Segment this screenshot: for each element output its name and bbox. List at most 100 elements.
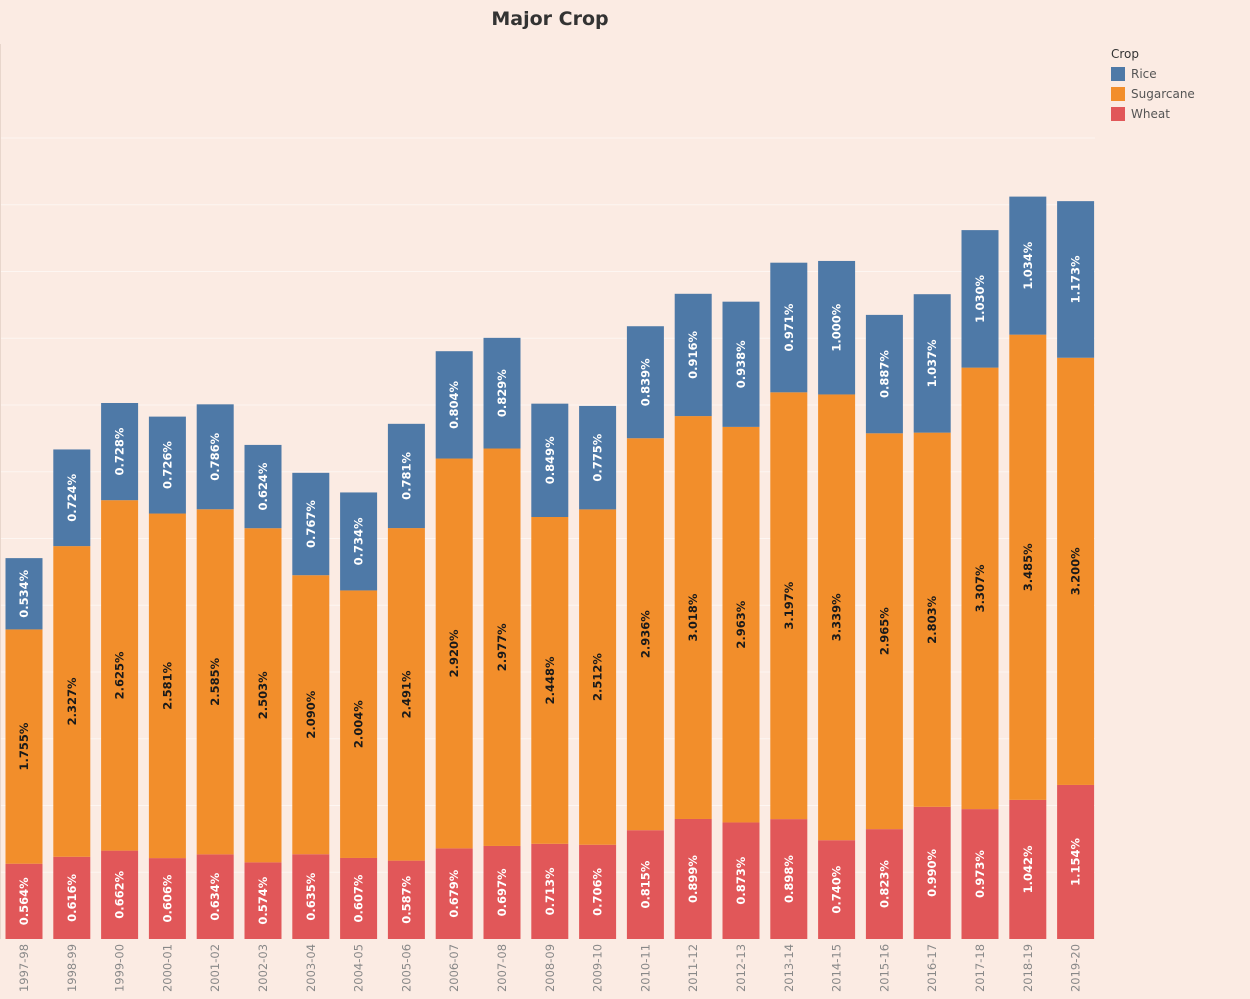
data-label-sugarcane-2013-14: 3.197% <box>782 581 796 629</box>
data-label-wheat-1998-99: 0.616% <box>65 873 79 921</box>
bar-wheat-2015-16[interactable] <box>865 829 903 939</box>
data-label-wheat-2011-12: 0.899% <box>686 855 700 903</box>
bar-wheat-2013-14[interactable] <box>770 819 808 939</box>
bar-rice-2013-14[interactable] <box>770 262 808 393</box>
x-tick-label-2016-17: 2016-17 <box>925 944 939 992</box>
data-label-wheat-1997-98: 0.564% <box>17 877 31 925</box>
bar-rice-2000-01[interactable] <box>148 416 186 514</box>
bar-rice-1997-98[interactable] <box>5 558 43 630</box>
x-tick-label-2002-03: 2002-03 <box>256 944 270 992</box>
bar-wheat-2007-08[interactable] <box>483 845 521 939</box>
bar-wheat-2006-07[interactable] <box>435 848 473 939</box>
bar-rice-1999-00[interactable] <box>101 402 139 501</box>
x-tick-label-2013-14: 2013-14 <box>782 944 796 992</box>
x-tick-label-1999-00: 1999-00 <box>113 944 127 992</box>
bar-rice-2016-17[interactable] <box>913 294 951 433</box>
bar-sugarcane-2001-02[interactable] <box>196 509 234 855</box>
bar-wheat-2001-02[interactable] <box>196 854 234 939</box>
bar-sugarcane-2011-12[interactable] <box>674 416 712 819</box>
x-tick-label-1998-99: 1998-99 <box>65 944 79 992</box>
data-label-sugarcane-2001-02: 2.585% <box>208 657 222 705</box>
legend-title: Crop <box>1111 47 1140 61</box>
bar-rice-2008-09[interactable] <box>531 403 569 518</box>
bar-rice-2003-04[interactable] <box>292 472 330 576</box>
bar-sugarcane-2013-14[interactable] <box>770 392 808 820</box>
legend-swatch-sugarcane <box>1111 87 1125 101</box>
bar-rice-2002-03[interactable] <box>244 444 282 529</box>
bar-sugarcane-2015-16[interactable] <box>865 433 903 830</box>
data-label-sugarcane-2018-19: 3.485% <box>1021 543 1035 591</box>
bar-sugarcane-2002-03[interactable] <box>244 528 282 863</box>
data-label-wheat-2003-04: 0.635% <box>304 872 318 920</box>
bar-rice-2006-07[interactable] <box>435 351 473 459</box>
bar-wheat-2008-09[interactable] <box>531 843 569 939</box>
data-label-sugarcane-2012-13: 2.963% <box>734 600 748 648</box>
data-label-rice-2015-16: 0.887% <box>877 350 891 398</box>
bar-rice-2014-15[interactable] <box>818 260 856 395</box>
data-label-sugarcane-2015-16: 2.965% <box>877 607 891 655</box>
bar-wheat-2018-19[interactable] <box>1009 799 1047 939</box>
bar-rice-2005-06[interactable] <box>387 423 425 529</box>
bar-wheat-2003-04[interactable] <box>292 854 330 939</box>
bar-rice-1998-99[interactable] <box>53 449 91 547</box>
bar-sugarcane-2014-15[interactable] <box>818 394 856 841</box>
bar-rice-2009-10[interactable] <box>579 405 617 510</box>
bar-rice-2004-05[interactable] <box>340 492 378 591</box>
bar-wheat-2005-06[interactable] <box>387 860 425 939</box>
bar-rice-2015-16[interactable] <box>865 314 903 434</box>
bar-wheat-2016-17[interactable] <box>913 806 951 939</box>
bar-sugarcane-1998-99[interactable] <box>53 546 91 857</box>
x-tick-label-2003-04: 2003-04 <box>304 944 318 992</box>
bar-sugarcane-1999-00[interactable] <box>101 500 139 851</box>
bar-rice-2011-12[interactable] <box>674 293 712 417</box>
bar-rice-2012-13[interactable] <box>722 301 760 427</box>
bar-sugarcane-2007-08[interactable] <box>483 448 521 846</box>
bar-sugarcane-2017-18[interactable] <box>961 367 999 810</box>
bar-wheat-2011-12[interactable] <box>674 818 712 939</box>
bar-rice-2017-18[interactable] <box>961 230 999 368</box>
data-label-wheat-2012-13: 0.873% <box>734 856 748 904</box>
bar-sugarcane-2019-20[interactable] <box>1057 357 1095 785</box>
bar-rice-2001-02[interactable] <box>196 404 234 510</box>
bar-wheat-2010-11[interactable] <box>626 830 664 939</box>
bar-sugarcane-2005-06[interactable] <box>387 528 425 861</box>
bar-sugarcane-2018-19[interactable] <box>1009 334 1047 800</box>
bar-rice-2019-20[interactable] <box>1057 201 1095 358</box>
legend-item-sugarcane[interactable]: Sugarcane <box>1111 84 1195 104</box>
bar-sugarcane-2010-11[interactable] <box>626 438 664 831</box>
bar-wheat-1998-99[interactable] <box>53 856 91 939</box>
x-tick-label-2018-19: 2018-19 <box>1021 944 1035 992</box>
bar-wheat-2014-15[interactable] <box>818 840 856 939</box>
bar-sugarcane-2009-10[interactable] <box>579 509 617 845</box>
bar-wheat-2019-20[interactable] <box>1057 784 1095 939</box>
bar-sugarcane-2004-05[interactable] <box>340 590 378 858</box>
bar-rice-2010-11[interactable] <box>626 326 664 439</box>
bar-sugarcane-2003-04[interactable] <box>292 575 330 855</box>
bar-sugarcane-2006-07[interactable] <box>435 458 473 849</box>
bar-wheat-2012-13[interactable] <box>722 822 760 939</box>
bar-wheat-2002-03[interactable] <box>244 862 282 939</box>
bar-wheat-2000-01[interactable] <box>148 858 186 939</box>
x-tick-label-2014-15: 2014-15 <box>830 944 844 992</box>
data-label-sugarcane-2016-17: 2.803% <box>925 595 939 643</box>
data-label-wheat-2015-16: 0.823% <box>877 860 891 908</box>
bar-sugarcane-2000-01[interactable] <box>148 513 186 859</box>
data-label-sugarcane-2010-11: 2.936% <box>638 610 652 658</box>
legend-item-rice[interactable]: Rice <box>1111 64 1195 84</box>
data-label-sugarcane-2006-07: 2.920% <box>447 629 461 677</box>
bar-wheat-2017-18[interactable] <box>961 809 999 939</box>
bar-wheat-1997-98[interactable] <box>5 863 43 939</box>
bar-wheat-2009-10[interactable] <box>579 844 617 939</box>
data-label-rice-2013-14: 0.971% <box>782 303 796 351</box>
bar-sugarcane-1997-98[interactable] <box>5 629 43 864</box>
bar-sugarcane-2016-17[interactable] <box>913 432 951 807</box>
data-label-wheat-2007-08: 0.697% <box>495 868 509 916</box>
bar-wheat-2004-05[interactable] <box>340 857 378 939</box>
bar-sugarcane-2012-13[interactable] <box>722 426 760 823</box>
data-label-rice-2006-07: 0.804% <box>447 380 461 428</box>
bar-wheat-1999-00[interactable] <box>101 850 139 939</box>
bar-rice-2018-19[interactable] <box>1009 196 1047 335</box>
bar-sugarcane-2008-09[interactable] <box>531 517 569 844</box>
bar-rice-2007-08[interactable] <box>483 337 521 449</box>
legend-item-wheat[interactable]: Wheat <box>1111 104 1195 124</box>
